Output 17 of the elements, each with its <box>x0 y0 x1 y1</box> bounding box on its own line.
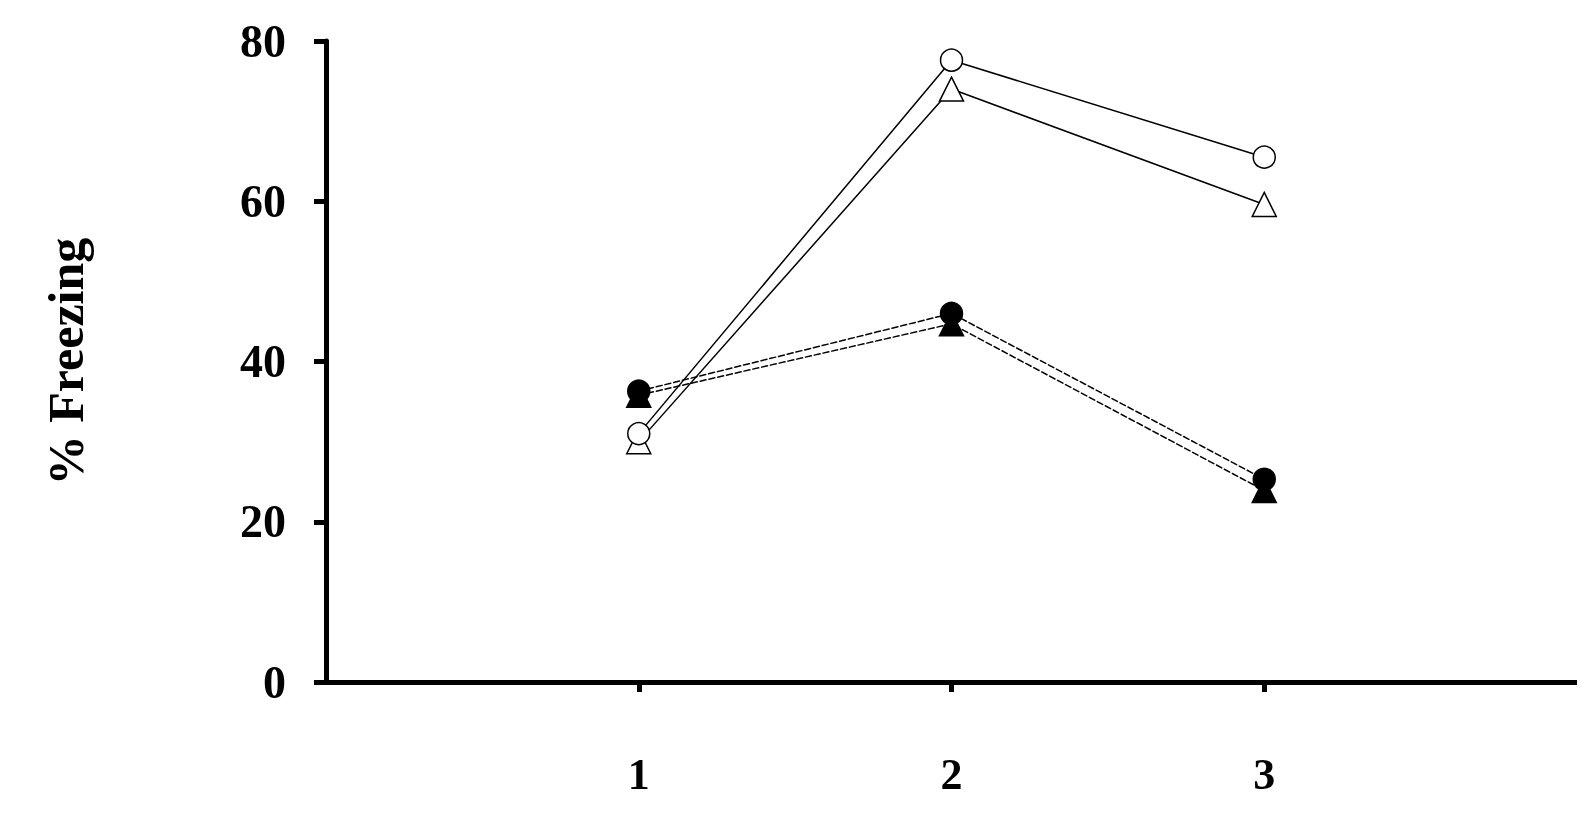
point <box>1252 467 1276 492</box>
y-axis-title: % Freezing <box>38 237 94 486</box>
y-tick-label: 0 <box>263 656 286 708</box>
point <box>938 76 965 102</box>
point <box>1251 191 1277 218</box>
x-tick-label: 2 <box>940 749 963 799</box>
point <box>939 301 964 326</box>
y-tick-label: 80 <box>240 15 286 67</box>
y-tick-label: 40 <box>240 336 286 387</box>
x-tick-label: 1 <box>627 749 650 799</box>
point <box>627 379 651 403</box>
point <box>1252 145 1276 169</box>
point <box>939 48 964 72</box>
point <box>627 421 651 446</box>
y-tick-label: 60 <box>240 175 286 227</box>
x-tick-label: 3 <box>1253 749 1276 799</box>
y-tick-label: 20 <box>240 496 286 548</box>
